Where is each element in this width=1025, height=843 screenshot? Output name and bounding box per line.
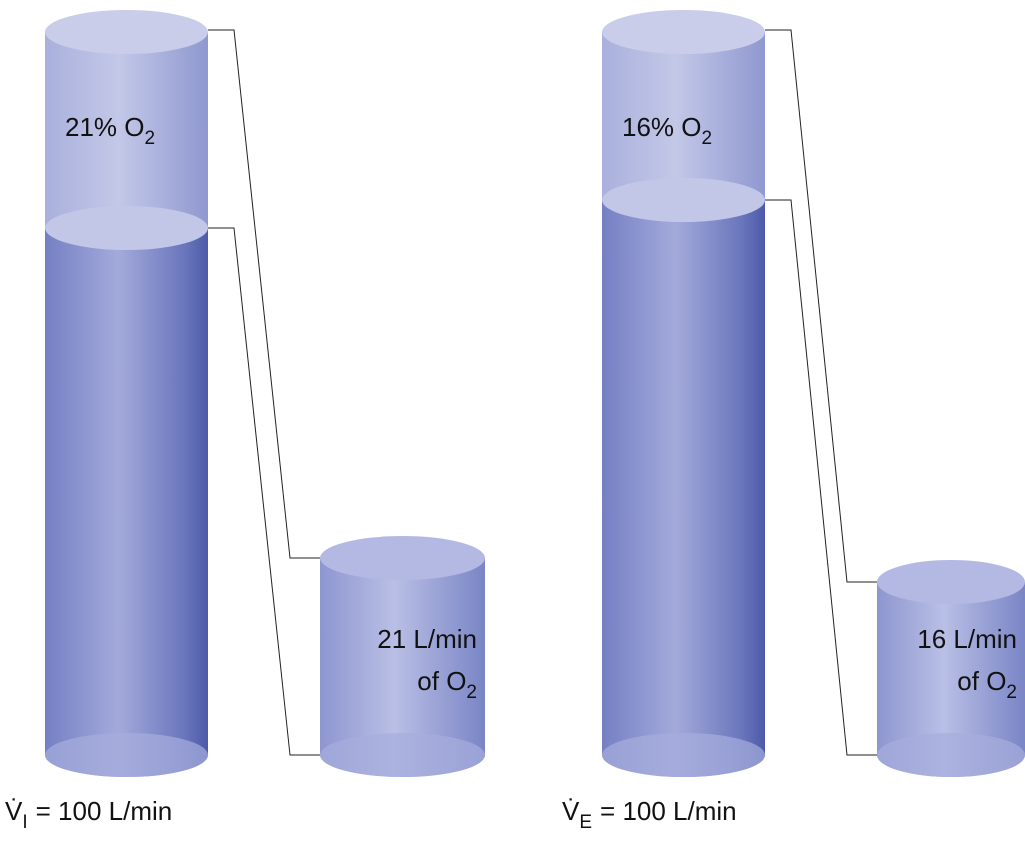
connector — [208, 228, 320, 755]
cylinder-top — [45, 10, 208, 54]
small-label-line1: 16 L/min — [917, 624, 1017, 654]
small-label-text: of O — [417, 666, 466, 696]
cylinder-top — [877, 560, 1025, 604]
small-label-sub: 2 — [1006, 682, 1017, 703]
cylinder-top — [320, 536, 485, 580]
flow-label: V̇I = 100 L/min — [5, 796, 172, 833]
cylinder-liquid — [45, 228, 208, 777]
flow-label-symbol: V̇ — [562, 796, 580, 826]
cylinder-label-sub: 2 — [145, 128, 156, 149]
flow-label: V̇E = 100 L/min — [562, 796, 737, 833]
cylinder-label-sub: 2 — [702, 128, 713, 149]
small-label-sub: 2 — [466, 682, 477, 703]
liquid-surface — [45, 206, 208, 250]
cylinder-top — [602, 10, 765, 54]
flow-label-sub: I — [22, 812, 27, 833]
diagram: 21% O221 L/minof O2V̇I= 100 L/min16% O21… — [0, 0, 1025, 843]
flow-label-symbol: V̇ — [5, 796, 23, 826]
cylinder-bottom — [602, 733, 765, 777]
small-label-text: of O — [957, 666, 1006, 696]
cylinder-bottom — [877, 733, 1025, 777]
liquid-surface — [602, 178, 765, 222]
flow-label-sub: E — [579, 812, 592, 833]
cylinder-bottom — [45, 733, 208, 777]
connector — [208, 30, 320, 558]
flow-label-text: = 100 L/min — [36, 796, 173, 826]
cylinder-bottom — [320, 733, 485, 777]
connector — [765, 200, 877, 755]
small-label-line1: 21 L/min — [377, 624, 477, 654]
cylinder-label-text: 21% O — [65, 112, 145, 142]
flow-label-text: = 100 L/min — [600, 796, 737, 826]
cylinder-liquid — [602, 200, 765, 777]
cylinder-label-text: 16% O — [622, 112, 702, 142]
